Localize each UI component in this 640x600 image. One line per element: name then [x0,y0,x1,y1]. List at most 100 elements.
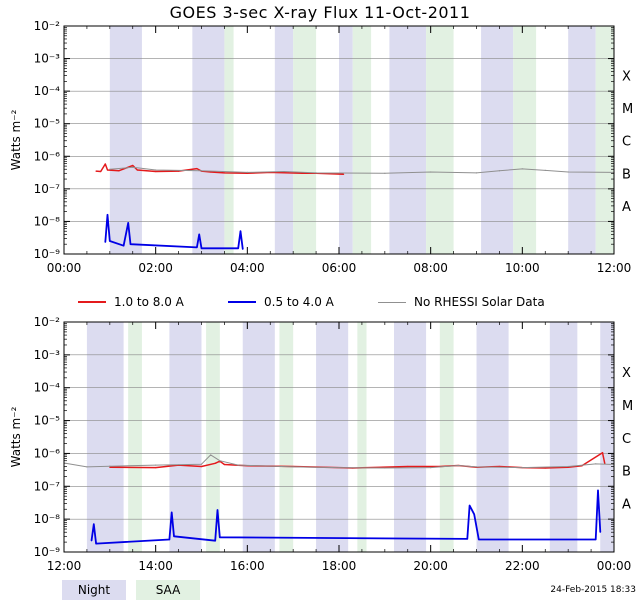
p0-series-1-point-0 [104,241,106,243]
p0-night-band-6 [568,26,596,254]
p0-y-tick-label-1: 10⁻⁸ [34,214,61,228]
p1-night-band-6 [549,322,578,552]
p0-y-tick-label-7: 10⁻² [34,19,61,33]
p0-series-1-point-1 [106,214,109,216]
p1-saa-band-3 [357,322,367,552]
p0-y-tick-label-2: 10⁻⁷ [34,182,61,196]
p0-series-0-point-5 [132,164,134,167]
legend: 1.0 to 8.0 A 0.5 to 4.0 A No RHESSI Sola… [0,292,640,312]
p1-series-2-point-11 [430,467,432,469]
saa-key: SAA [136,580,200,600]
p1-series-2-point-4 [200,463,203,465]
p0-x-tick-label-6: 12:00 [597,261,632,275]
night-key-label: Night [77,583,111,597]
p0-class-label-M: M [622,102,633,117]
generation-timestamp: 24-Feb-2015 18:33 [550,585,636,595]
p0-y-tick-label-3: 10⁻⁶ [34,149,61,163]
p1-class-label-M: M [622,399,633,414]
p0-class-label-A: A [622,200,631,215]
p1-plot-frame [63,321,615,553]
p1-saa-band-2 [279,322,294,552]
p0-x-tick-label-3: 06:00 [322,261,357,275]
p1-series-1-point-14 [597,489,599,491]
p1-series-1-point-13 [595,538,597,541]
p0-series-0-point-1 [100,170,102,173]
p1-night-band-7 [600,322,614,552]
p1-series-0-point-20 [601,452,604,454]
p0-night-band-1 [192,26,225,254]
p0-series-0-point-13 [246,172,248,174]
p1-series-0-point-11 [407,465,409,468]
p0-series-2-point-13 [567,171,569,173]
p1-series-0-line [109,451,606,469]
p1-y-tick-label-0: 10⁻⁹ [34,545,61,559]
p1-night-band-1 [169,322,202,552]
p1-series-1-point-11 [473,513,475,515]
p1-y-tick-label-5: 10⁻⁴ [34,381,61,395]
p0-series-2-point-7 [384,172,386,174]
p1-series-2-line [63,454,615,469]
p1-series-2-point-12 [457,464,459,467]
p1-class-label-B: B [622,465,631,480]
night-key: Night [62,580,126,600]
p1-y-tick-label-6: 10⁻³ [34,348,61,362]
p0-series-2-point-12 [544,169,546,171]
p1-night-band-0 [86,322,124,552]
p0-x-tick-label-1: 02:00 [138,261,173,275]
p1-y-tick-label-3: 10⁻⁶ [34,446,61,460]
legend-item-long: 1.0 to 8.0 A [78,292,184,312]
p1-series-1-point-0 [90,540,93,542]
legend-label-nodata: No RHESSI Solar Data [414,295,545,309]
legend-swatch-long [78,301,106,303]
p0-series-1-point-5 [129,243,132,245]
p0-class-label-B: B [622,167,631,182]
p0-night-band-5 [481,26,514,254]
p0-series-1-line [104,213,244,250]
p1-series-2-point-6 [219,460,221,462]
p0-series-2-point-5 [283,170,285,173]
p1-series-0-point-6 [223,463,226,466]
p1-series-2-point-15 [567,465,569,468]
p1-series-1-point-15 [599,531,601,533]
p0-series-2-point-6 [315,172,317,174]
p1-series-1-point-10 [469,504,471,507]
p1-series-0-point-3 [200,465,203,468]
p0-saa-band-2 [352,26,372,254]
p1-night-band-2 [242,322,275,552]
p1-night-band-5 [476,322,509,552]
p0-y-axis-label: Watts m⁻² [9,109,23,170]
p0-series-0-point-9 [196,167,198,170]
p1-series-2-point-1 [86,466,88,468]
p0-series-1-point-11 [242,248,244,250]
p1-night-band-3 [316,322,349,552]
p0-series-2-point-0 [109,168,111,170]
p0-series-2-point-1 [132,166,134,168]
p0-series-2-point-11 [521,168,523,170]
p1-series-2-point-14 [521,467,523,469]
p1-series-1-point-7 [216,509,219,511]
p0-night-band-4 [389,26,427,254]
p0-x-tick-label-2: 04:00 [230,261,265,275]
p1-series-2-point-7 [237,464,239,466]
p0-series-1-point-8 [200,247,203,249]
p1-series-1-point-5 [173,535,175,537]
p0-series-1-point-10 [239,230,242,232]
p1-series-1-point-4 [171,511,173,514]
p0-y-tick-label-0: 10⁻⁹ [34,247,61,261]
p0-x-tick-label-4: 08:00 [413,261,448,275]
p1-x-tick-label-1: 14:00 [138,559,173,573]
p0-series-0-point-6 [136,169,138,171]
p1-series-0-point-1 [155,467,157,469]
p1-class-label-C: C [622,432,631,447]
p1-y-tick-label-1: 10⁻⁸ [34,512,61,526]
p1-night-band-4 [394,322,427,552]
p0-series-0-point-11 [210,171,212,173]
p1-series-0-point-0 [109,466,111,468]
p0-night-band-2 [274,26,294,254]
legend-swatch-short [228,301,256,303]
p1-series-1-point-12 [478,538,480,541]
chart-title: GOES 3-sec X-ray Flux 11-Oct-2011 [169,3,471,22]
p1-series-1-point-2 [95,543,97,545]
p0-series-1-point-2 [109,240,111,242]
